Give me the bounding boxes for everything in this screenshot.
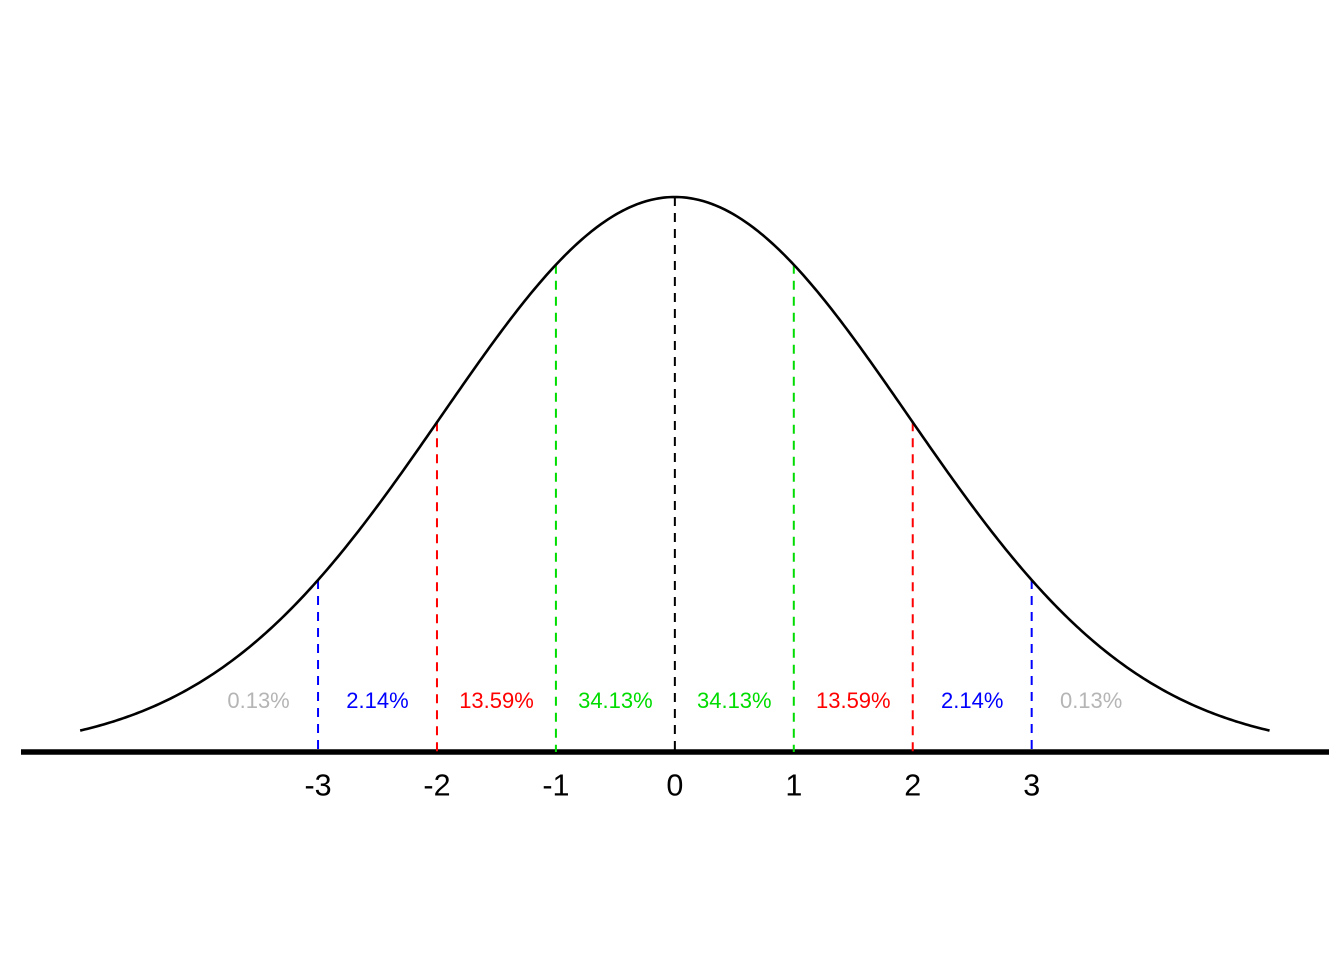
svg-text:-3: -3 bbox=[304, 769, 331, 803]
svg-text:0.13%: 0.13% bbox=[1060, 688, 1122, 713]
svg-text:34.13%: 34.13% bbox=[578, 688, 653, 713]
svg-text:0.13%: 0.13% bbox=[227, 688, 289, 713]
svg-text:1: 1 bbox=[785, 769, 802, 803]
svg-text:13.59%: 13.59% bbox=[816, 688, 891, 713]
svg-text:13.59%: 13.59% bbox=[459, 688, 534, 713]
svg-text:-1: -1 bbox=[542, 769, 569, 803]
svg-text:2: 2 bbox=[904, 769, 921, 803]
svg-text:0: 0 bbox=[666, 769, 683, 803]
svg-text:-2: -2 bbox=[423, 769, 450, 803]
svg-text:3: 3 bbox=[1023, 769, 1040, 803]
svg-text:2.14%: 2.14% bbox=[941, 688, 1003, 713]
svg-text:34.13%: 34.13% bbox=[697, 688, 772, 713]
svg-text:2.14%: 2.14% bbox=[346, 688, 408, 713]
